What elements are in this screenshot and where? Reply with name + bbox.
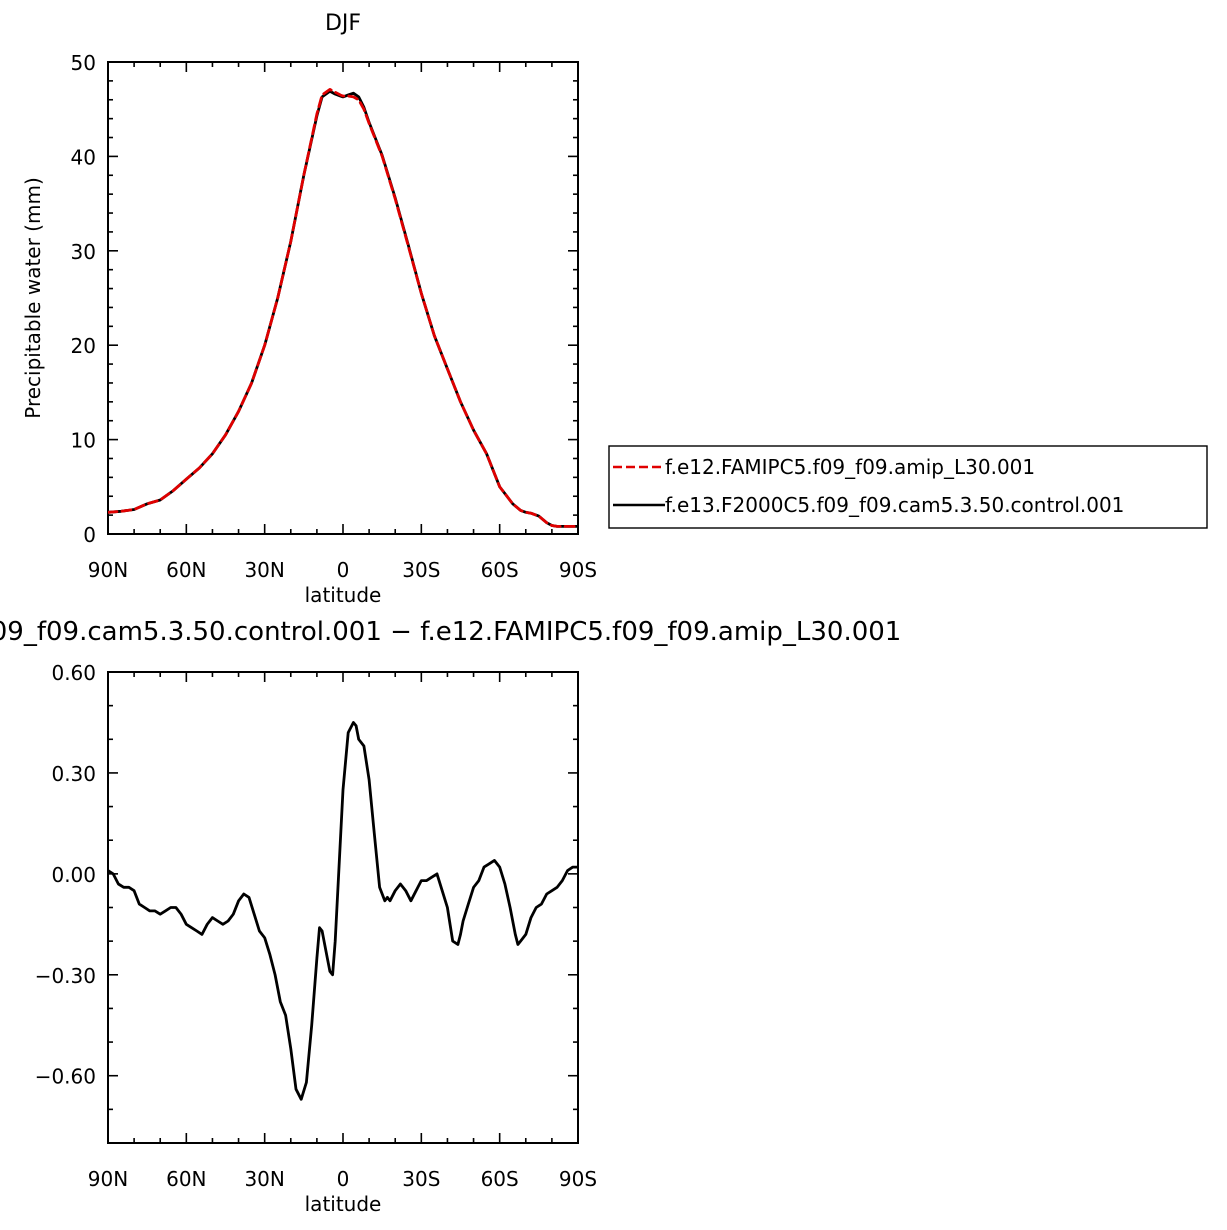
plot-title: f.e13.F2000C5.f09_f09.cam5.3.50.control.…: [0, 617, 901, 647]
y-tick-label: 0.00: [51, 863, 96, 887]
legend-label-1: f.e13.F2000C5.f09_f09.cam5.3.50.control.…: [665, 493, 1124, 517]
x-tick-label: 90N: [88, 1167, 128, 1191]
x-tick-label: 90S: [559, 1167, 597, 1191]
x-tick-label: 30S: [402, 558, 440, 582]
x-tick-label: 30S: [402, 1167, 440, 1191]
series-line-0: [108, 721, 578, 1101]
series-line-0: [108, 88, 578, 528]
y-tick-label: 50: [71, 51, 96, 75]
y-tick-label: 40: [71, 145, 96, 169]
y-tick-label: 0.30: [51, 762, 96, 786]
x-tick-label: 30N: [244, 1167, 284, 1191]
series-line-1: [108, 89, 578, 528]
y-tick-label: −0.60: [35, 1065, 96, 1089]
x-tick-label: 90N: [88, 558, 128, 582]
plot-title: DJF: [325, 11, 361, 36]
legend: f.e12.FAMIPC5.f09_f09.amip_L30.001 f.e13.…: [608, 445, 1208, 529]
y-tick-label: 0: [83, 523, 96, 547]
x-tick-label: 0: [337, 1167, 350, 1191]
y-tick-label: 10: [71, 429, 96, 453]
plot-frame: [107, 671, 579, 1144]
x-tick-label: 60S: [481, 558, 519, 582]
x-tick-label: 60N: [166, 1167, 206, 1191]
series-group: [108, 88, 578, 528]
plot-frame: [107, 61, 579, 535]
x-tick-label: 30N: [244, 558, 284, 582]
x-tick-label: 0: [337, 558, 350, 582]
y-axis-label: Precipitable water (mm): [21, 177, 45, 419]
x-axis-label: latitude: [305, 583, 382, 607]
series-group: [108, 721, 578, 1101]
legend-label-0: f.e12.FAMIPC5.f09_f09.amip_L30.001: [665, 455, 1035, 479]
y-tick-label: −0.30: [35, 964, 96, 988]
top-plot-area: 90N 60N 30N 0 30S 60S 90S 0 10 20 30 40 50 latitude Pr…: [21, 11, 1208, 607]
x-tick-label: 60N: [166, 558, 206, 582]
x-axis-label: latitude: [305, 1192, 382, 1216]
y-tick-label: 20: [71, 334, 96, 358]
legend-box: [608, 445, 1208, 529]
y-tick-label: 0.60: [51, 661, 96, 685]
bottom-plot-area: 90N 60N 30N 0 30S 60S 90S 0.60 0.30 0.00 −0.30 −0.6…: [0, 617, 901, 1216]
y-tick-label: 30: [71, 240, 96, 264]
x-tick-label: 60S: [481, 1167, 519, 1191]
x-tick-label: 90S: [559, 558, 597, 582]
